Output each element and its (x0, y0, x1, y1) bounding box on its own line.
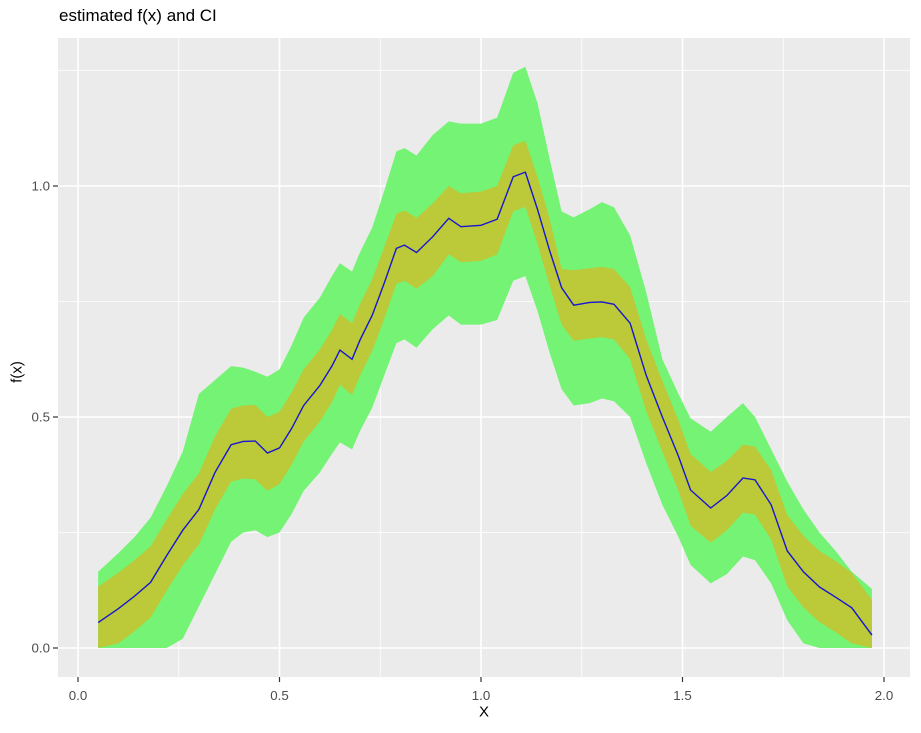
y-tick-label: 0.0 (32, 641, 51, 656)
x-axis-label: X (478, 703, 490, 721)
inner-ci-band (98, 140, 872, 648)
x-tick-label: 0.0 (69, 688, 88, 703)
x-tick-label: 1.5 (673, 688, 692, 703)
x-tick-label: 0.5 (270, 688, 289, 703)
y-axis-label: f(x) (8, 361, 26, 383)
x-tick-label: 2.0 (875, 688, 894, 703)
y-tick-label: 1.0 (32, 179, 51, 194)
x-tick-label: 1.0 (472, 688, 491, 703)
outer-ci-band (98, 66, 872, 648)
y-tick-label: 0.5 (32, 410, 51, 425)
plot-title: estimated f(x) and CI (59, 6, 217, 25)
estimated-fx-line (97, 171, 873, 636)
